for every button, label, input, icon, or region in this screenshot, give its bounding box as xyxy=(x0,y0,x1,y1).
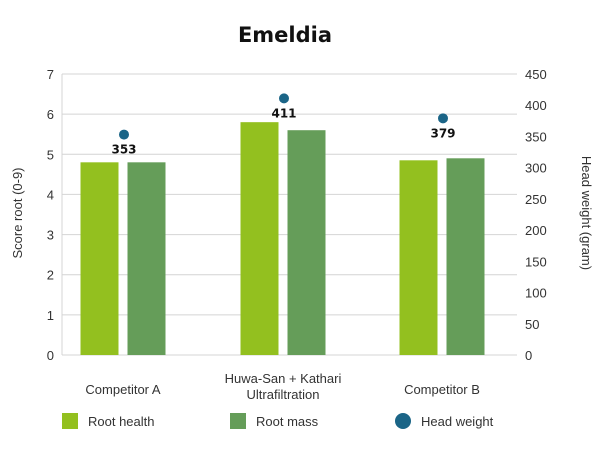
right-tick-label: 100 xyxy=(525,286,547,301)
left-axis-ticks: 0 1 2 3 4 5 6 7 xyxy=(47,67,54,363)
legend-swatch xyxy=(230,413,246,429)
left-axis-label: Score root (0-9) xyxy=(10,167,25,258)
chart-title: Emeldia xyxy=(238,23,332,47)
right-tick-label: 150 xyxy=(525,254,547,269)
left-tick-label: 1 xyxy=(47,308,54,323)
legend-label: Head weight xyxy=(421,414,494,429)
head-weight-points: 353 411 379 xyxy=(111,93,456,157)
right-tick-label: 450 xyxy=(525,67,547,82)
left-tick-label: 5 xyxy=(47,147,54,162)
bar-root-mass xyxy=(127,162,166,355)
left-tick-label: 2 xyxy=(47,268,54,283)
right-axis-ticks: 0 50 100 150 200 250 300 350 400 450 xyxy=(525,67,547,363)
right-tick-label: 400 xyxy=(525,98,547,113)
right-tick-label: 300 xyxy=(525,161,547,176)
right-tick-label: 0 xyxy=(525,348,532,363)
right-tick-label: 350 xyxy=(525,129,547,144)
head-weight-label: 353 xyxy=(111,143,136,157)
category-label: Competitor A xyxy=(85,382,160,397)
category-labels: Competitor A Huwa-San + KathariUltrafiltr… xyxy=(85,371,480,402)
head-weight-label: 379 xyxy=(430,126,455,140)
bar-root-mass xyxy=(446,158,485,355)
head-weight-label: 411 xyxy=(271,106,296,120)
category-label: Competitor B xyxy=(404,382,480,397)
legend-swatch xyxy=(395,413,411,429)
right-tick-label: 200 xyxy=(525,223,547,238)
left-tick-label: 7 xyxy=(47,67,54,82)
left-tick-label: 4 xyxy=(47,187,54,202)
left-tick-label: 6 xyxy=(47,107,54,122)
bar-root-health xyxy=(80,162,119,355)
legend-label: Root health xyxy=(88,414,155,429)
left-tick-label: 0 xyxy=(47,348,54,363)
right-tick-label: 50 xyxy=(525,317,539,332)
legend-label: Root mass xyxy=(256,414,319,429)
bar-root-health xyxy=(399,160,438,355)
left-tick-label: 3 xyxy=(47,228,54,243)
legend: Root health Root mass Head weight xyxy=(62,413,494,429)
bar-root-health xyxy=(240,122,279,356)
bars xyxy=(80,122,485,356)
category-label: Ultrafiltration xyxy=(247,387,320,402)
bar-root-mass xyxy=(287,130,326,355)
right-tick-label: 250 xyxy=(525,192,547,207)
right-axis-label: Head weight (gram) xyxy=(579,156,594,270)
category-label: Huwa-San + Kathari xyxy=(225,371,342,386)
head-weight-point xyxy=(119,129,129,140)
legend-swatch xyxy=(62,413,78,429)
head-weight-point xyxy=(279,93,289,104)
head-weight-point xyxy=(438,113,448,124)
